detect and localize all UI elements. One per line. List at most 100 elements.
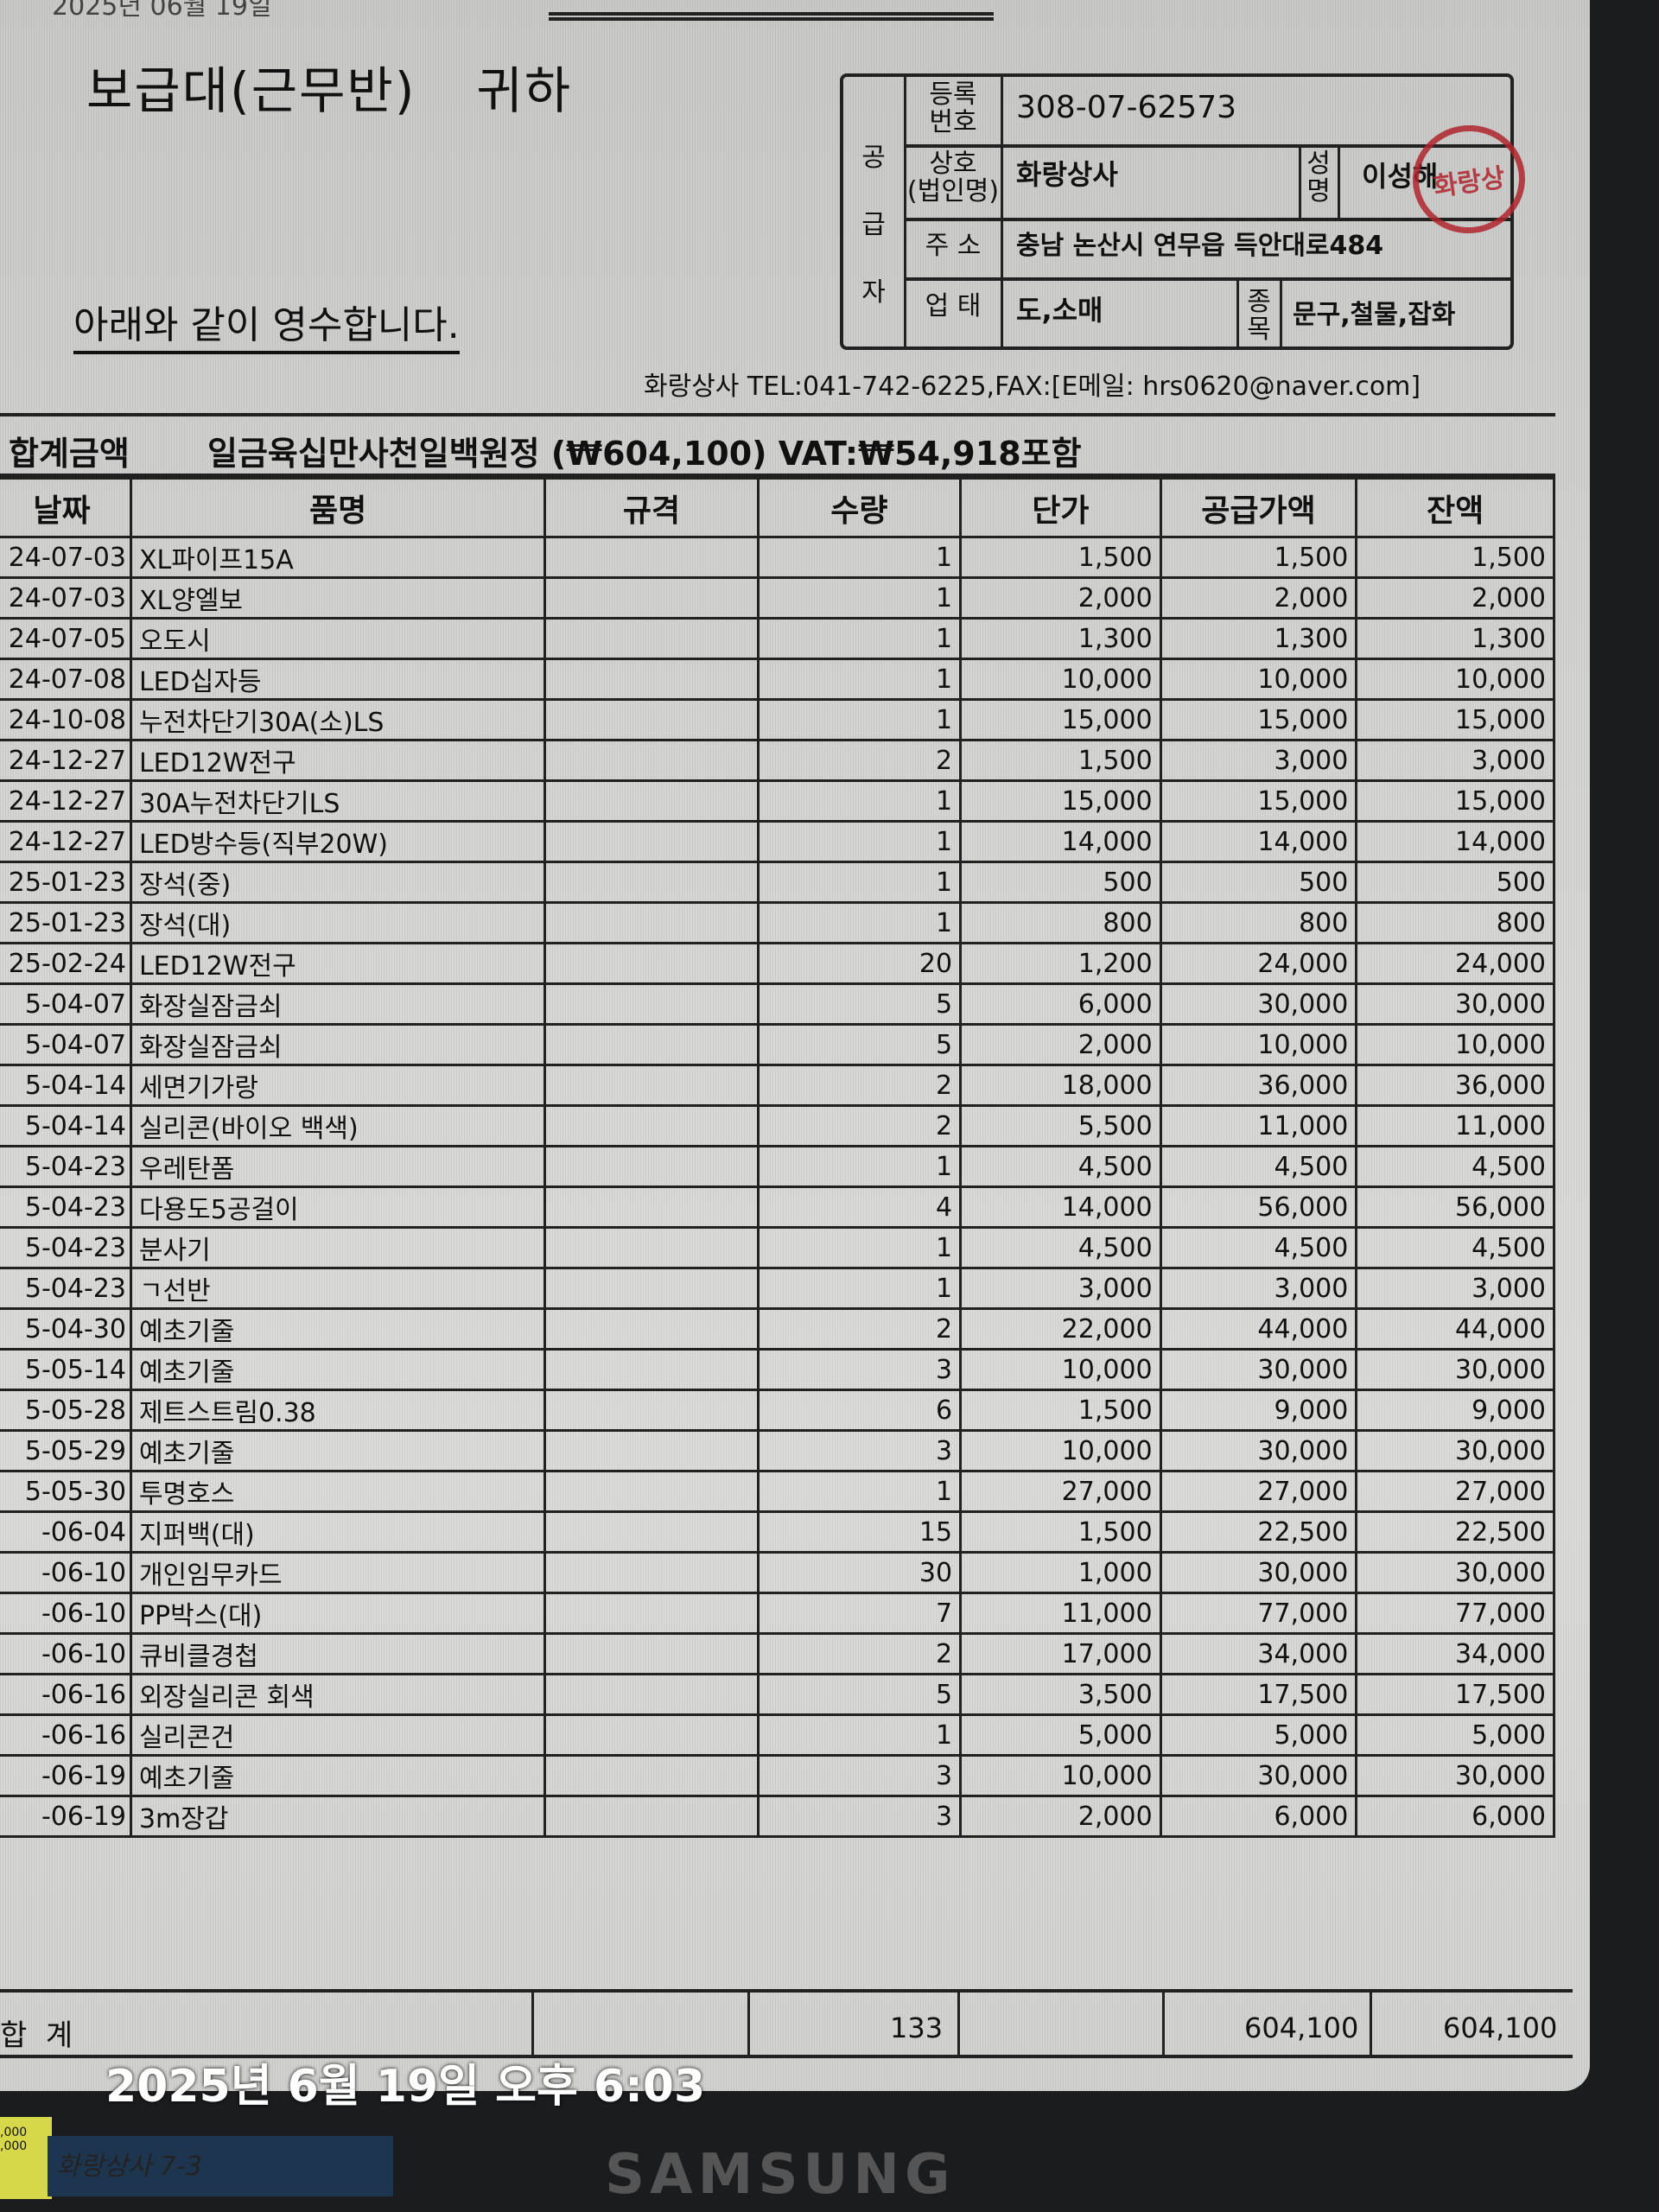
cell-unit-price: 4,500 xyxy=(959,1145,1162,1188)
cell-supply-amount: 800 xyxy=(1159,901,1358,944)
monitor-screen: 2025년 06월 19일 보급대(근무반) 귀하 아래와 같이 영수합니다. 공… xyxy=(0,0,1590,2091)
recipient: 보급대(근무반) xyxy=(86,61,416,120)
cell-spec xyxy=(543,1673,760,1716)
cell-item-name: 개인임무카드 xyxy=(129,1551,547,1594)
cell-unit-price: 15,000 xyxy=(959,779,1162,823)
cell-date: 5-05-14 xyxy=(0,1348,132,1391)
cell-date: 5-04-07 xyxy=(0,982,132,1026)
cell-spec xyxy=(543,1023,760,1066)
table-row: 5-05-28 제트스트림0.38 6 1,500 9,000 9,000 xyxy=(0,1389,1555,1432)
cell-unit-price: 4,500 xyxy=(959,1226,1162,1269)
table-row: 24-10-08 누전차단기30A(소)LS 1 15,000 15,000 15,000 xyxy=(0,698,1555,741)
cell-unit-price: 17,000 xyxy=(959,1632,1162,1675)
column-header: 규격 xyxy=(543,477,760,538)
cell-spec xyxy=(543,1185,760,1229)
table-row: 5-04-07 화장실잠금쇠 5 2,000 10,000 10,000 xyxy=(0,1023,1555,1066)
cell-date: 5-05-28 xyxy=(0,1389,132,1432)
cell-balance: 15,000 xyxy=(1355,779,1555,823)
cell-supply-amount: 11,000 xyxy=(1159,1104,1358,1147)
cell-supply-amount: 15,000 xyxy=(1159,779,1358,823)
cell-supply-amount: 30,000 xyxy=(1159,1754,1358,1797)
cell-item-name: 세면기가랑 xyxy=(129,1064,547,1107)
cell-balance: 30,000 xyxy=(1355,1754,1555,1797)
table-row: 25-02-24 LED12W전구 20 1,200 24,000 24,000 xyxy=(0,942,1555,985)
cell-spec xyxy=(543,576,760,620)
cell-qty: 1 xyxy=(756,901,963,944)
sticky-note: ,000 ,000 xyxy=(0,2117,52,2199)
cell-spec xyxy=(543,739,760,782)
cell-balance: 15,000 xyxy=(1355,698,1555,741)
cell-unit-price: 11,000 xyxy=(959,1592,1162,1635)
cell-spec xyxy=(543,1551,760,1594)
cell-unit-price: 14,000 xyxy=(959,820,1162,863)
cell-spec xyxy=(543,1754,760,1797)
cell-balance: 34,000 xyxy=(1355,1632,1555,1675)
cell-qty: 2 xyxy=(756,1104,963,1147)
cell-supply-amount: 30,000 xyxy=(1159,1551,1358,1594)
photo-timestamp: 2025년 6월 19일 오후 6:03 xyxy=(105,2061,706,2113)
table-row: 5-04-23 우레탄폼 1 4,500 4,500 4,500 xyxy=(0,1145,1555,1188)
table-row: 5-05-14 예초기줄 3 10,000 30,000 30,000 xyxy=(0,1348,1555,1391)
cell-spec xyxy=(543,1389,760,1432)
cell-item-name: 분사기 xyxy=(129,1226,547,1269)
cell-supply-amount: 14,000 xyxy=(1159,820,1358,863)
cell-qty: 3 xyxy=(756,1348,963,1391)
cell-date: 24-07-03 xyxy=(0,536,132,579)
cell-supply-amount: 5,000 xyxy=(1159,1713,1358,1757)
cell-spec xyxy=(543,820,760,863)
cell-spec xyxy=(543,1145,760,1188)
table-row: 5-04-23 다용도5공걸이 4 14,000 56,000 56,000 xyxy=(0,1185,1555,1229)
cell-qty: 1 xyxy=(756,1226,963,1269)
cell-supply-amount: 3,000 xyxy=(1159,739,1358,782)
cell-date: 5-04-23 xyxy=(0,1267,132,1310)
biz-type: 도,소매 xyxy=(1016,294,1103,327)
cell-date: -06-19 xyxy=(0,1754,132,1797)
column-header: 공급가액 xyxy=(1159,477,1358,538)
cell-unit-price: 5,000 xyxy=(959,1713,1162,1757)
cell-unit-price: 22,000 xyxy=(959,1307,1162,1351)
cell-date: -06-10 xyxy=(0,1592,132,1635)
cell-unit-price: 800 xyxy=(959,901,1162,944)
cell-supply-amount: 22,500 xyxy=(1159,1510,1358,1554)
cell-supply-amount: 44,000 xyxy=(1159,1307,1358,1351)
cell-qty: 1 xyxy=(756,536,963,579)
cell-supply-amount: 30,000 xyxy=(1159,1348,1358,1391)
cell-qty: 3 xyxy=(756,1795,963,1838)
cell-qty: 1 xyxy=(756,1713,963,1757)
cell-balance: 6,000 xyxy=(1355,1795,1555,1838)
cell-qty: 7 xyxy=(756,1592,963,1635)
cell-date: 5-04-07 xyxy=(0,1023,132,1066)
cell-supply-amount: 30,000 xyxy=(1159,1429,1358,1472)
cell-unit-price: 1,500 xyxy=(959,536,1162,579)
cell-unit-price: 1,200 xyxy=(959,942,1162,985)
cell-supply-amount: 15,000 xyxy=(1159,698,1358,741)
rep-label: 성 명 xyxy=(1306,149,1331,207)
cell-item-name: 오도시 xyxy=(129,617,547,660)
cell-spec xyxy=(543,1267,760,1310)
cell-balance: 30,000 xyxy=(1355,1348,1555,1391)
cell-spec xyxy=(543,1307,760,1351)
table-row: -06-10 PP박스(대) 7 11,000 77,000 77,000 xyxy=(0,1592,1555,1635)
cell-balance: 27,000 xyxy=(1355,1470,1555,1513)
column-header: 수량 xyxy=(756,477,963,538)
cell-date: 5-04-23 xyxy=(0,1185,132,1229)
cell-balance: 30,000 xyxy=(1355,1429,1555,1472)
cell-item-name: 3m장갑 xyxy=(129,1795,547,1838)
cell-balance: 77,000 xyxy=(1355,1592,1555,1635)
cell-qty: 30 xyxy=(756,1551,963,1594)
cell-date: 5-04-23 xyxy=(0,1226,132,1269)
column-header: 잔액 xyxy=(1355,477,1555,538)
cell-qty: 1 xyxy=(756,576,963,620)
table-row: -06-10 큐비클경첩 2 17,000 34,000 34,000 xyxy=(0,1632,1555,1675)
cell-unit-price: 1,500 xyxy=(959,1510,1162,1554)
item-label: 종 목 xyxy=(1247,287,1271,345)
cell-date: 24-07-05 xyxy=(0,617,132,660)
cell-balance: 17,500 xyxy=(1355,1673,1555,1716)
cell-date: 24-07-03 xyxy=(0,576,132,620)
cell-balance: 4,500 xyxy=(1355,1145,1555,1188)
address-label: 주 소 xyxy=(925,231,982,261)
cell-supply-amount: 2,000 xyxy=(1159,576,1358,620)
cell-date: 5-04-23 xyxy=(0,1145,132,1188)
cell-qty: 3 xyxy=(756,1754,963,1797)
